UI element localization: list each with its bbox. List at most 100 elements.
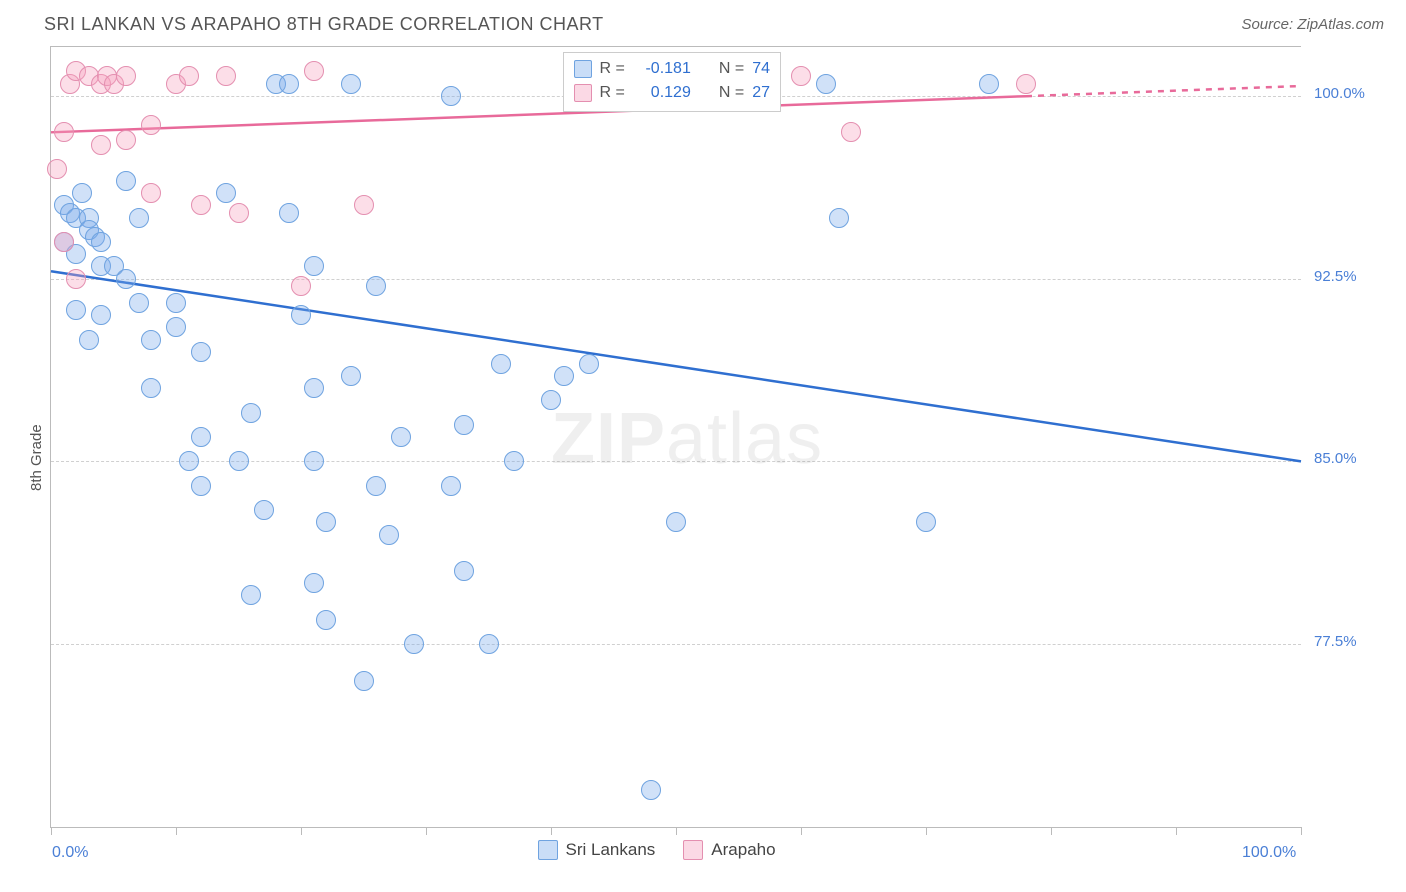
data-point [291, 276, 311, 296]
data-point [366, 276, 386, 296]
y-axis-label: 8th Grade [28, 424, 45, 491]
data-point [166, 293, 186, 313]
stats-legend-row: R = 0.129N =27 [574, 81, 770, 105]
data-point [829, 208, 849, 228]
data-point [279, 74, 299, 94]
data-point [191, 427, 211, 447]
data-point [316, 512, 336, 532]
data-point [316, 610, 336, 630]
data-point [541, 390, 561, 410]
data-point [341, 74, 361, 94]
data-point [241, 403, 261, 423]
data-point [166, 317, 186, 337]
data-point [79, 330, 99, 350]
data-point [91, 305, 111, 325]
data-point [91, 135, 111, 155]
x-axis-max-label: 100.0% [1242, 844, 1296, 862]
data-point [479, 634, 499, 654]
data-point [91, 232, 111, 252]
data-point [116, 171, 136, 191]
data-point [216, 183, 236, 203]
bottom-legend: Sri Lankans Arapaho [538, 840, 776, 860]
y-tick-label: 77.5% [1314, 633, 1357, 650]
y-tick-label: 92.5% [1314, 268, 1357, 285]
data-point [47, 159, 67, 179]
data-point [179, 66, 199, 86]
data-point [54, 232, 74, 252]
data-point [116, 269, 136, 289]
data-point [504, 451, 524, 471]
x-tick [551, 827, 552, 835]
data-point [666, 512, 686, 532]
stats-legend-row: R =-0.181N =74 [574, 57, 770, 81]
data-point [454, 415, 474, 435]
data-point [141, 115, 161, 135]
x-tick [301, 827, 302, 835]
data-point [66, 269, 86, 289]
data-point [291, 305, 311, 325]
y-tick-label: 85.0% [1314, 450, 1357, 467]
data-point [841, 122, 861, 142]
data-point [366, 476, 386, 496]
data-point [441, 476, 461, 496]
data-point [379, 525, 399, 545]
data-point [141, 330, 161, 350]
x-tick [676, 827, 677, 835]
chart-title: SRI LANKAN VS ARAPAHO 8TH GRADE CORRELAT… [44, 14, 604, 35]
data-point [354, 195, 374, 215]
data-point [179, 451, 199, 471]
data-point [579, 354, 599, 374]
data-point [304, 61, 324, 81]
data-point [229, 451, 249, 471]
trend-lines [51, 47, 1301, 827]
data-point [491, 354, 511, 374]
data-point [354, 671, 374, 691]
stats-legend: R =-0.181N =74R = 0.129N =27 [563, 52, 781, 112]
data-point [129, 293, 149, 313]
data-point [304, 378, 324, 398]
data-point [1016, 74, 1036, 94]
data-point [191, 476, 211, 496]
x-tick [1176, 827, 1177, 835]
data-point [66, 300, 86, 320]
data-point [72, 183, 92, 203]
data-point [341, 366, 361, 386]
x-tick [1051, 827, 1052, 835]
data-point [54, 122, 74, 142]
scatter-plot: ZIPatlas [50, 46, 1301, 828]
x-tick [926, 827, 927, 835]
data-point [191, 195, 211, 215]
x-tick [1301, 827, 1302, 835]
x-axis-min-label: 0.0% [52, 844, 88, 862]
data-point [979, 74, 999, 94]
data-point [816, 74, 836, 94]
data-point [454, 561, 474, 581]
data-point [216, 66, 236, 86]
data-point [391, 427, 411, 447]
x-tick [426, 827, 427, 835]
data-point [241, 585, 261, 605]
legend-item: Arapaho [683, 840, 775, 860]
data-point [304, 573, 324, 593]
data-point [304, 256, 324, 276]
data-point [129, 208, 149, 228]
source-label: Source: ZipAtlas.com [1241, 16, 1384, 33]
data-point [304, 451, 324, 471]
data-point [441, 86, 461, 106]
data-point [916, 512, 936, 532]
data-point [229, 203, 249, 223]
data-point [791, 66, 811, 86]
chart-header: SRI LANKAN VS ARAPAHO 8TH GRADE CORRELAT… [0, 0, 1406, 46]
x-tick [51, 827, 52, 835]
data-point [554, 366, 574, 386]
x-tick [801, 827, 802, 835]
data-point [116, 66, 136, 86]
y-tick-label: 100.0% [1314, 85, 1365, 102]
data-point [279, 203, 299, 223]
data-point [116, 130, 136, 150]
legend-item: Sri Lankans [538, 840, 656, 860]
data-point [141, 183, 161, 203]
data-point [254, 500, 274, 520]
data-point [141, 378, 161, 398]
x-tick [176, 827, 177, 835]
